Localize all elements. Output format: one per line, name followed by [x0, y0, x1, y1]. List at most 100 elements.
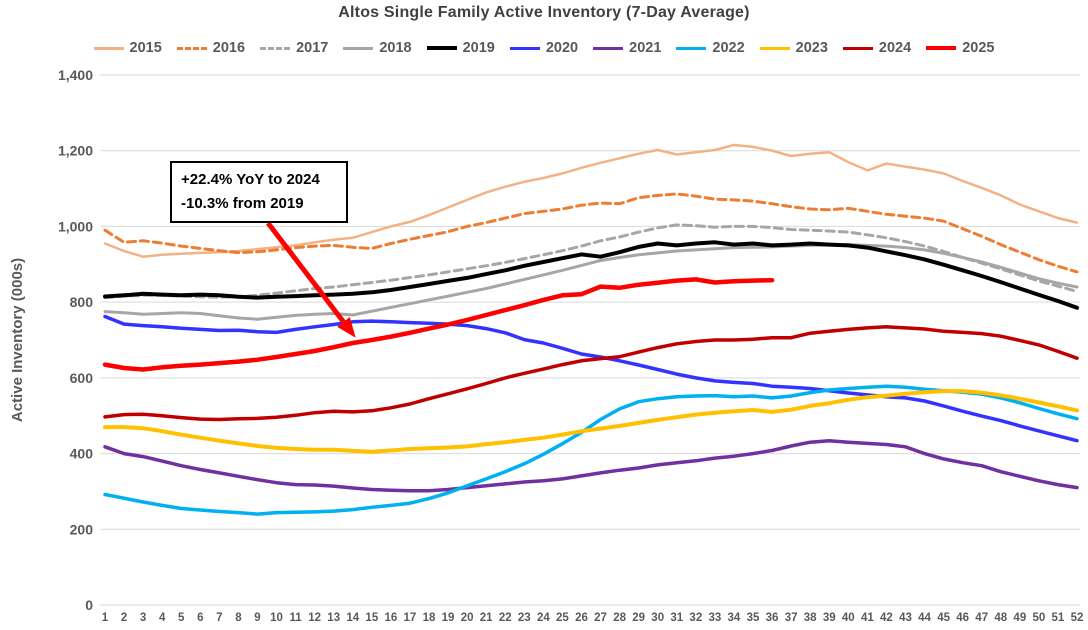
x-tick-label: 25 [556, 612, 569, 624]
x-tick-label: 3 [140, 612, 146, 624]
legend-item-2015: 2015 [93, 40, 162, 56]
legend-item-2020: 2020 [509, 40, 579, 56]
legend-item-2019: 2019 [426, 40, 495, 56]
x-tick-label: 46 [956, 612, 969, 624]
x-tick-label: 32 [689, 612, 702, 624]
x-tick-label: 29 [632, 612, 645, 624]
legend-swatch-2018 [343, 46, 374, 50]
x-tick-label: 18 [423, 612, 436, 624]
legend-swatch-2025 [926, 46, 957, 50]
x-tick-label: 31 [670, 612, 683, 624]
x-tick-label: 19 [442, 612, 455, 624]
x-tick-label: 12 [308, 612, 321, 624]
series-line-2018 [103, 243, 1079, 321]
x-tick-label: 43 [899, 612, 912, 624]
x-tick-label: 26 [575, 612, 588, 624]
series-line-2019 [103, 240, 1079, 310]
x-tick-label: 8 [235, 612, 242, 624]
y-tick-label: 200 [70, 521, 94, 537]
legend-label-2025: 2025 [962, 40, 995, 56]
annotation-arrow [266, 221, 356, 338]
x-tick-label: 1 [102, 612, 109, 624]
legend-swatch-2024 [842, 46, 873, 50]
series-line-2017 [103, 223, 1079, 300]
legend-item-2021: 2021 [593, 40, 661, 56]
legend-item-2025: 2025 [926, 40, 994, 56]
x-tick-label: 2 [121, 612, 127, 624]
x-tick-label: 10 [270, 612, 283, 624]
x-tick-label: 23 [518, 612, 531, 624]
legend-label-2018: 2018 [379, 40, 412, 56]
x-tick-label: 42 [880, 612, 893, 624]
series-line-2022 [103, 384, 1079, 516]
legend-label-2016: 2016 [212, 40, 246, 56]
legend-label-2019: 2019 [462, 40, 495, 56]
legend-item-2022: 2022 [676, 40, 745, 56]
y-tick-label: 400 [70, 446, 94, 462]
series-line-2023 [103, 389, 1079, 454]
x-tick-label: 27 [594, 612, 607, 624]
x-tick-label: 30 [651, 612, 664, 624]
series-line-2020 [103, 314, 1079, 443]
x-tick-label: 9 [254, 612, 260, 624]
legend-label-2021: 2021 [629, 40, 662, 56]
x-tick-label: 7 [216, 612, 222, 624]
x-tick-label: 16 [384, 612, 397, 624]
legend: 2015 2016 2017 2018 2019 2020 2021 2022 2023 2024… [0, 40, 1088, 56]
annotation-line-2: -10.3% from 2019 [181, 195, 304, 212]
legend-item-2023: 2023 [759, 40, 828, 56]
x-tick-label: 24 [537, 612, 550, 624]
y-tick-label: 800 [70, 294, 94, 310]
legend-swatch-2017 [260, 46, 291, 50]
legend-swatch-2021 [593, 46, 624, 50]
legend-item-2024: 2024 [842, 40, 912, 56]
y-tick-label: 1,200 [58, 143, 93, 159]
x-tick-label: 40 [842, 612, 855, 624]
legend-label-2017: 2017 [296, 40, 329, 56]
legend-item-2017: 2017 [260, 40, 328, 56]
legend-item-2018: 2018 [343, 40, 412, 56]
legend-swatch-2023 [759, 46, 790, 50]
series-line-2024 [103, 325, 1079, 422]
x-tick-label: 44 [918, 612, 931, 624]
x-tick-label: 21 [480, 612, 493, 624]
series-line-2021 [103, 438, 1079, 493]
x-tick-label: 47 [975, 612, 988, 624]
legend-label-2022: 2022 [712, 40, 745, 56]
legend-item-2016: 2016 [176, 40, 246, 56]
legend-swatch-2016 [176, 46, 207, 50]
chart-title: Altos Single Family Active Inventory (7-… [338, 4, 750, 21]
series-line-2025 [102, 277, 775, 372]
annotation-line-1: +22.4% YoY to 2024 [181, 171, 320, 188]
legend-swatch-2015 [93, 46, 124, 50]
legend-label-2020: 2020 [545, 40, 579, 56]
x-tick-label: 22 [499, 612, 512, 624]
x-tick-label: 38 [804, 612, 817, 624]
x-tick-label: 45 [937, 612, 950, 624]
y-tick-label: 600 [70, 370, 94, 386]
legend-label-2023: 2023 [795, 40, 828, 56]
y-axis-title: Active Inventory (000s) [9, 258, 26, 422]
x-tick-label: 52 [1071, 612, 1084, 624]
x-tick-label: 48 [994, 612, 1007, 624]
legend-swatch-2019 [426, 46, 457, 50]
y-tick-label: 1,400 [58, 67, 93, 83]
x-tick-label: 33 [708, 612, 721, 624]
legend-label-2024: 2024 [878, 40, 912, 56]
annotation-box: +22.4% YoY to 2024 -10.3% from 2019 [170, 161, 348, 223]
x-tick-label: 4 [159, 612, 166, 624]
y-tick-label: 1,000 [58, 218, 93, 234]
legend-label-2015: 2015 [129, 40, 162, 56]
x-tick-label: 5 [178, 612, 185, 624]
series-line-2016 [103, 192, 1079, 274]
x-tick-label: 20 [461, 612, 474, 624]
x-tick-label: 41 [861, 612, 874, 624]
x-tick-label: 11 [290, 612, 303, 624]
x-tick-label: 14 [346, 612, 359, 624]
x-tick-label: 37 [785, 612, 798, 624]
legend-swatch-2020 [509, 46, 540, 50]
x-tick-label: 50 [1032, 612, 1045, 624]
x-tick-label: 35 [747, 612, 760, 624]
x-tick-label: 51 [1052, 612, 1065, 624]
